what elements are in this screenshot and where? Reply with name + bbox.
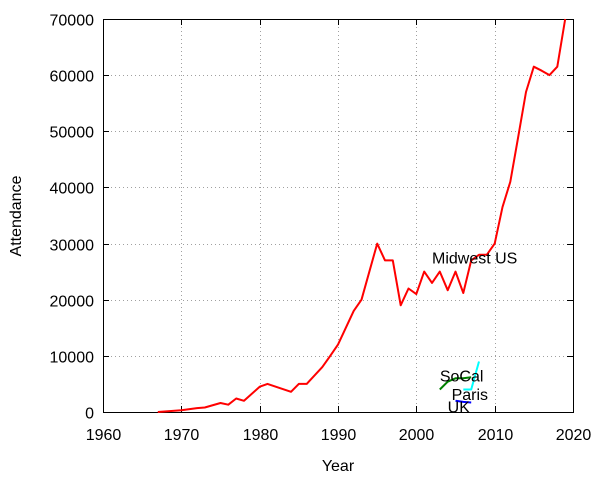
series-line-paris (463, 361, 480, 391)
series-line-uk (455, 399, 472, 404)
x-axis-title: Year (322, 458, 355, 475)
y-tick-label: 10000 (50, 350, 95, 367)
series-label-paris: Paris (452, 387, 488, 404)
y-tick-label: 60000 (50, 69, 95, 86)
grid (103, 19, 573, 412)
series-label-midwest-us: Midwest US (432, 251, 517, 268)
x-tick-label: 1990 (321, 427, 357, 444)
x-tick-label: 2020 (556, 427, 592, 444)
x-tick-label: 1970 (164, 427, 200, 444)
y-tick-label: 30000 (50, 238, 95, 255)
series-label-uk: UK (448, 399, 471, 416)
y-tick-label: 0 (85, 406, 94, 423)
y-tick-label: 40000 (50, 181, 95, 198)
plot-frame (103, 19, 574, 413)
x-tick-label: 1980 (243, 427, 279, 444)
series-line-socal (439, 376, 472, 391)
y-tick-label: 20000 (50, 294, 95, 311)
series-label-socal: SoCal (440, 369, 484, 386)
x-tick-label: 2010 (478, 427, 514, 444)
x-tick-labels: 1960 1970 1980 1990 2000 2010 2020 (86, 427, 592, 444)
y-tick-labels: 0 10000 20000 30000 40000 50000 60000 70000 (50, 13, 95, 423)
series-lines (157, 18, 567, 413)
x-tick-label: 1960 (86, 427, 122, 444)
y-tick-label: 70000 (50, 13, 95, 30)
y-axis-title: Attendance (8, 175, 25, 256)
series-line-midwest-us (157, 18, 567, 413)
x-tick-label: 2000 (399, 427, 435, 444)
y-tick-label: 50000 (50, 125, 95, 142)
